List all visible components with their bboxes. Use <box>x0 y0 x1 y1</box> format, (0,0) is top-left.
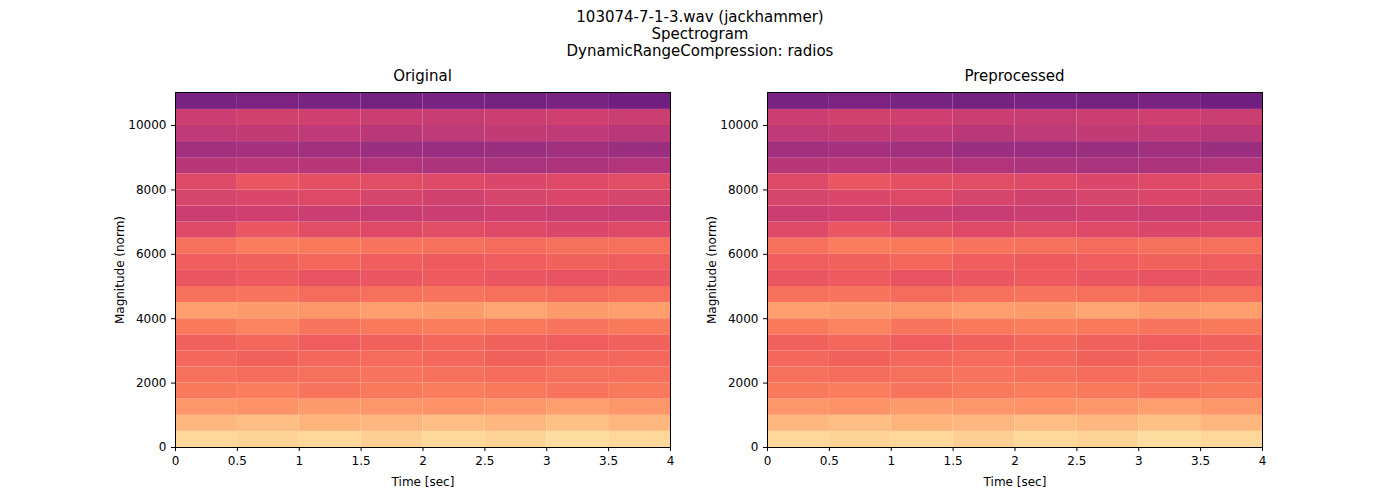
svg-text:2000: 2000 <box>136 376 167 390</box>
svg-text:3.5: 3.5 <box>1191 454 1210 468</box>
svg-text:Time [sec]: Time [sec] <box>983 475 1047 489</box>
svg-text:0.5: 0.5 <box>228 454 247 468</box>
svg-text:0: 0 <box>764 454 772 468</box>
svg-text:Magnitude (norm): Magnitude (norm) <box>705 216 719 324</box>
svg-text:1.5: 1.5 <box>352 454 371 468</box>
svg-text:8000: 8000 <box>136 183 167 197</box>
svg-text:4000: 4000 <box>136 312 167 326</box>
svg-text:1: 1 <box>887 454 895 468</box>
svg-text:Time [sec]: Time [sec] <box>391 475 455 489</box>
svg-text:3: 3 <box>1135 454 1143 468</box>
svg-text:2: 2 <box>419 454 427 468</box>
html-text:DynamicRangeCompression: radio: DynamicRangeCompression: radios <box>566 42 834 60</box>
svg-text:1: 1 <box>295 454 303 468</box>
svg-text:6000: 6000 <box>728 247 759 261</box>
svg-text:0: 0 <box>172 454 180 468</box>
svg-text:2000: 2000 <box>728 376 759 390</box>
svg-text:8000: 8000 <box>728 183 759 197</box>
svg-text:0: 0 <box>159 440 167 454</box>
html-text:Original: Original <box>393 67 452 85</box>
svg-text:0.5: 0.5 <box>820 454 839 468</box>
svg-text:3.5: 3.5 <box>599 454 618 468</box>
svg-text:2: 2 <box>1011 454 1019 468</box>
svg-text:3: 3 <box>543 454 551 468</box>
svg-text:6000: 6000 <box>136 247 167 261</box>
html-text:Spectrogram: Spectrogram <box>651 25 749 43</box>
html-text:Preprocessed: Preprocessed <box>964 67 1065 85</box>
svg-text:2.5: 2.5 <box>475 454 494 468</box>
svg-text:4: 4 <box>1259 454 1267 468</box>
html-text:103074-7-1-3.wav (jackhammer): 103074-7-1-3.wav (jackhammer) <box>576 8 824 26</box>
svg-text:1.5: 1.5 <box>944 454 963 468</box>
svg-text:Magnitude (norm): Magnitude (norm) <box>113 216 127 324</box>
svg-text:0: 0 <box>751 440 759 454</box>
svg-text:4: 4 <box>667 454 675 468</box>
svg-text:2.5: 2.5 <box>1067 454 1086 468</box>
svg-text:10000: 10000 <box>128 118 166 132</box>
svg-text:4000: 4000 <box>728 312 759 326</box>
svg-text:10000: 10000 <box>720 118 758 132</box>
